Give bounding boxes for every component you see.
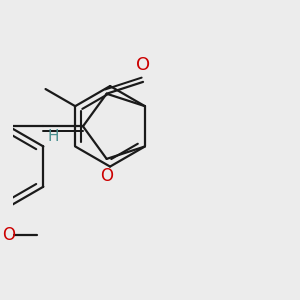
- Text: O: O: [2, 226, 15, 244]
- Text: O: O: [100, 167, 113, 184]
- Text: H: H: [47, 129, 59, 144]
- Text: O: O: [136, 56, 150, 74]
